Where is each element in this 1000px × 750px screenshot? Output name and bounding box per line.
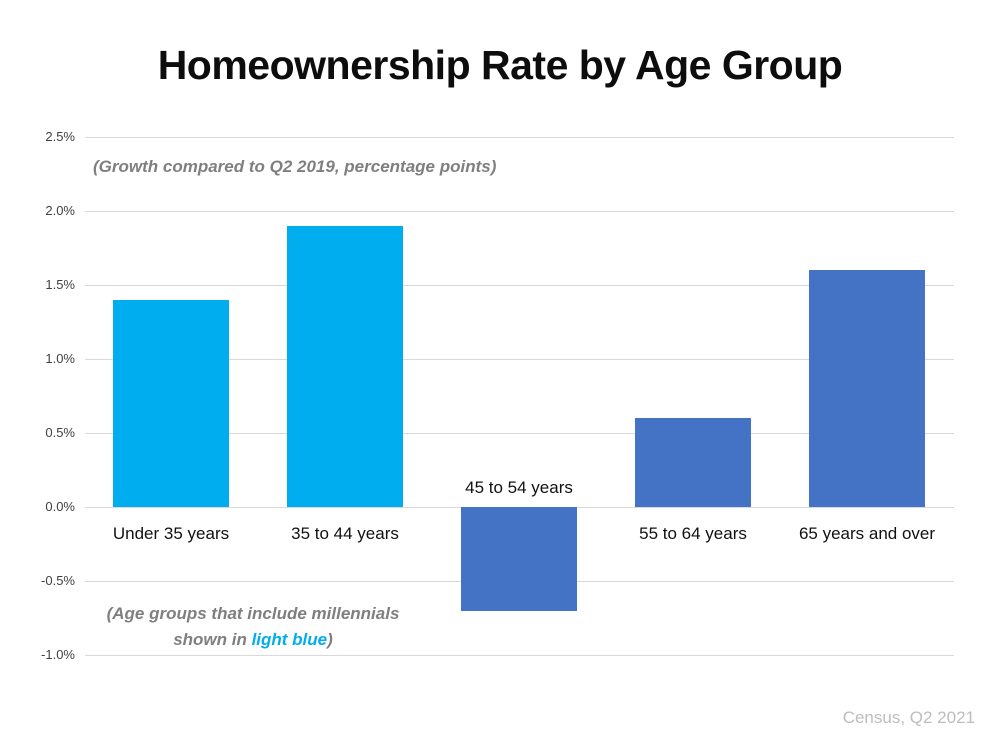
source-credit: Census, Q2 2021 <box>842 708 975 727</box>
gridline-1.0% <box>85 359 954 360</box>
y-axis-tick-label: -1.0% <box>41 647 75 662</box>
bar-45-to-54-years <box>461 507 577 611</box>
y-axis-tick-label: -0.5% <box>41 573 75 588</box>
category-label-55-to-64-years: 55 to 64 years <box>639 524 747 543</box>
gridline-2.0% <box>85 211 954 212</box>
y-axis-tick-label: 1.0% <box>45 351 75 366</box>
chart-subtitle: (Growth compared to Q2 2019, percentage … <box>93 157 497 176</box>
category-label-under-35-years: Under 35 years <box>112 524 230 543</box>
annotation-line2-suffix: ) <box>327 630 333 649</box>
annotation-line1: (Age groups that include millennials <box>106 604 400 623</box>
millennial-annotation: (Age groups that include millennials sho… <box>85 601 421 653</box>
category-label-65-years-and-over: 65 years and over <box>798 524 936 543</box>
y-axis-tick-label: 0.0% <box>45 499 75 514</box>
y-axis-tick-label: 1.5% <box>45 277 75 292</box>
gridline-1.5% <box>85 285 954 286</box>
y-axis-tick-label: 2.5% <box>45 129 75 144</box>
annotation-highlight: light blue <box>251 630 328 649</box>
gridline--1.0% <box>85 655 954 656</box>
category-label-45-to-54-years: 45 to 54 years <box>465 478 573 497</box>
annotation-line2-prefix: shown in <box>173 630 252 649</box>
bar-35-to-44-years <box>287 225 403 507</box>
y-axis-tick-label: 2.0% <box>45 203 75 218</box>
bar-65-years-and-over <box>809 270 925 507</box>
y-axis-tick-label: 0.5% <box>45 425 75 440</box>
gridline-2.5% <box>85 137 954 138</box>
gridline-0.5% <box>85 433 954 434</box>
chart-title: Homeownership Rate by Age Group <box>157 42 843 88</box>
bar-under-35-years <box>113 299 229 507</box>
category-label-35-to-44-years: 35 to 44 years <box>291 524 399 543</box>
bar-55-to-64-years <box>635 418 751 507</box>
